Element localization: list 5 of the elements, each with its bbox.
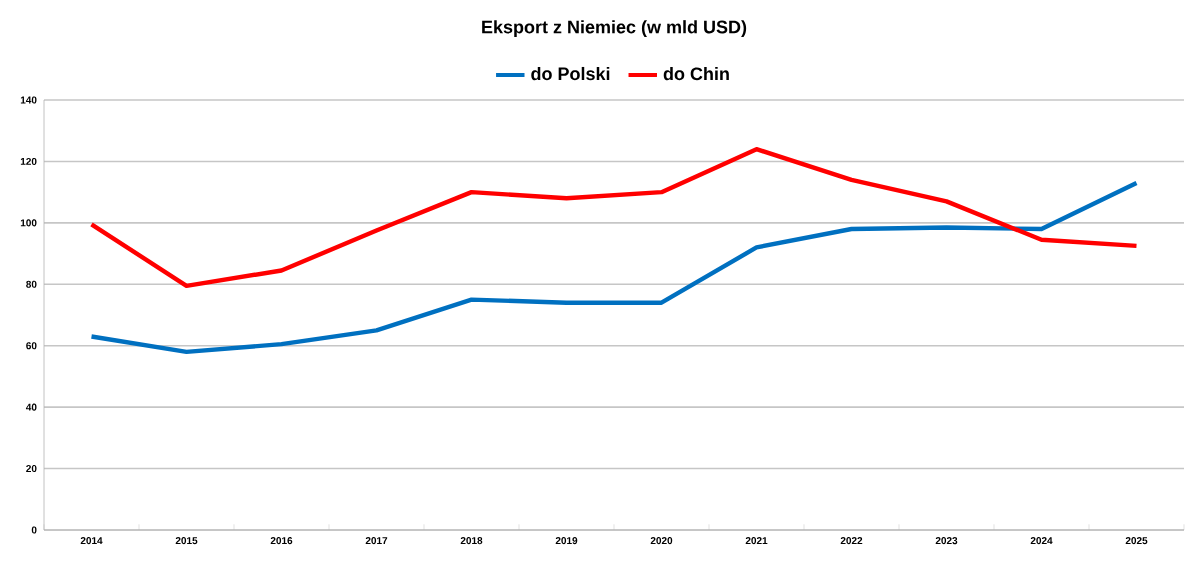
line-series bbox=[89, 180, 1139, 355]
legend-label: do Chin bbox=[663, 66, 729, 81]
legend-label: do Polski bbox=[531, 66, 610, 81]
line-series bbox=[89, 146, 1139, 289]
chart-title: Eksport z Niemiec (w mld USD) bbox=[482, 20, 747, 37]
